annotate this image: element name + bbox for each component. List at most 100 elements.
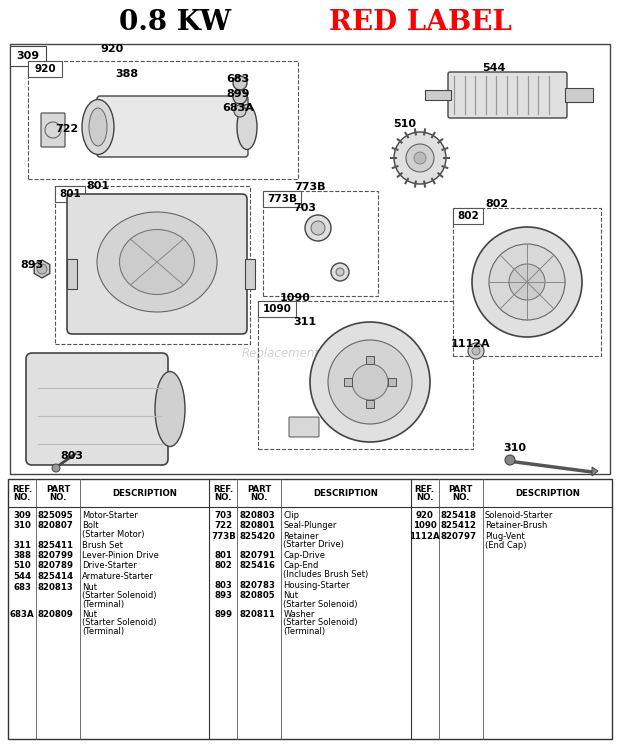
Text: ReplacementParts.com: ReplacementParts.com: [242, 347, 378, 361]
Text: 683A: 683A: [222, 103, 254, 113]
Text: 773B: 773B: [267, 194, 297, 204]
Text: NO.: NO.: [250, 493, 268, 502]
Text: 802: 802: [215, 562, 232, 571]
Circle shape: [472, 347, 480, 355]
Text: 825416: 825416: [239, 562, 275, 571]
FancyBboxPatch shape: [41, 113, 65, 147]
Text: 920: 920: [100, 44, 123, 54]
Text: 544: 544: [13, 572, 31, 581]
Text: 825414: 825414: [38, 572, 74, 581]
Circle shape: [352, 364, 388, 400]
Bar: [344, 378, 352, 386]
Circle shape: [468, 343, 484, 359]
Text: DESCRIPTION: DESCRIPTION: [112, 489, 177, 498]
Ellipse shape: [97, 212, 217, 312]
Bar: [453, 208, 483, 224]
Circle shape: [233, 76, 247, 90]
Text: 899: 899: [226, 89, 250, 99]
Circle shape: [311, 221, 325, 235]
Bar: [10, 46, 46, 66]
Text: 825420: 825420: [239, 532, 275, 541]
Text: Solenoid-Starter: Solenoid-Starter: [485, 511, 553, 520]
Text: DESCRIPTION: DESCRIPTION: [515, 489, 580, 498]
Text: Cap-End: Cap-End: [283, 562, 319, 571]
Text: REF.: REF.: [415, 484, 435, 493]
Text: 388: 388: [13, 551, 31, 560]
Text: 773B: 773B: [294, 182, 326, 192]
Text: Nut: Nut: [283, 591, 298, 600]
Text: 825412: 825412: [441, 522, 477, 530]
Text: (Starter Solenoid): (Starter Solenoid): [283, 600, 358, 609]
Bar: [366, 400, 374, 408]
Text: 802: 802: [485, 199, 508, 209]
Text: 820797: 820797: [441, 532, 477, 541]
Text: DESCRIPTION: DESCRIPTION: [314, 489, 378, 498]
Text: Nut: Nut: [82, 583, 97, 591]
Circle shape: [305, 215, 331, 241]
Text: NO.: NO.: [215, 493, 232, 502]
Text: Armature-Starter: Armature-Starter: [82, 572, 154, 581]
FancyBboxPatch shape: [26, 353, 168, 465]
Bar: [388, 378, 396, 386]
Text: (Starter Solenoid): (Starter Solenoid): [82, 618, 156, 627]
Circle shape: [328, 340, 412, 424]
Text: 820813: 820813: [38, 583, 74, 591]
Text: 899: 899: [215, 610, 232, 619]
Bar: [245, 259, 255, 289]
Text: (Starter Drive): (Starter Drive): [283, 540, 344, 550]
Text: Plug-Vent: Plug-Vent: [485, 532, 525, 541]
Text: 683: 683: [226, 74, 250, 84]
Text: 1090: 1090: [280, 293, 311, 303]
Text: 820783: 820783: [239, 580, 275, 589]
Circle shape: [472, 227, 582, 337]
Text: NO.: NO.: [416, 493, 433, 502]
Circle shape: [37, 264, 47, 274]
Text: 388: 388: [115, 69, 138, 79]
Text: 722: 722: [55, 124, 79, 134]
Text: Cap-Drive: Cap-Drive: [283, 551, 326, 560]
Bar: [258, 301, 473, 449]
FancyBboxPatch shape: [448, 72, 567, 118]
Circle shape: [336, 268, 344, 276]
Bar: [565, 88, 593, 102]
Text: Washer: Washer: [283, 610, 315, 619]
Circle shape: [310, 322, 430, 442]
Text: 1090: 1090: [262, 304, 291, 314]
Text: 1090: 1090: [413, 522, 436, 530]
Text: REF.: REF.: [12, 484, 32, 493]
Text: Drive-Starter: Drive-Starter: [82, 562, 137, 571]
Circle shape: [406, 144, 434, 172]
Text: PART: PART: [46, 484, 70, 493]
Text: Nut: Nut: [82, 610, 97, 619]
Text: REF.: REF.: [213, 484, 234, 493]
Bar: [366, 356, 374, 364]
Bar: [55, 186, 250, 344]
Circle shape: [509, 264, 545, 300]
Text: 722: 722: [215, 522, 232, 530]
Circle shape: [234, 105, 246, 117]
Text: 544: 544: [482, 63, 506, 73]
Ellipse shape: [120, 229, 195, 295]
Text: Bolt: Bolt: [82, 522, 99, 530]
Text: 510: 510: [394, 119, 417, 129]
Circle shape: [331, 263, 349, 281]
Text: 820807: 820807: [38, 522, 74, 530]
Text: Motor-Starter: Motor-Starter: [82, 511, 138, 520]
Text: NO.: NO.: [49, 493, 67, 502]
Text: 309: 309: [13, 511, 31, 520]
Text: 803: 803: [215, 580, 232, 589]
Text: Retainer-Brush: Retainer-Brush: [485, 522, 547, 530]
Text: 825411: 825411: [38, 540, 74, 550]
Text: 801: 801: [59, 189, 81, 199]
Text: 310: 310: [13, 522, 31, 530]
Text: (Terminal): (Terminal): [283, 627, 326, 636]
Text: 893: 893: [215, 591, 232, 600]
Bar: [67, 259, 77, 289]
Text: 773B: 773B: [211, 532, 236, 541]
Ellipse shape: [82, 100, 114, 155]
Bar: [258, 301, 296, 317]
FancyBboxPatch shape: [67, 194, 247, 334]
FancyBboxPatch shape: [97, 96, 248, 157]
Ellipse shape: [89, 108, 107, 146]
Bar: [453, 208, 601, 356]
